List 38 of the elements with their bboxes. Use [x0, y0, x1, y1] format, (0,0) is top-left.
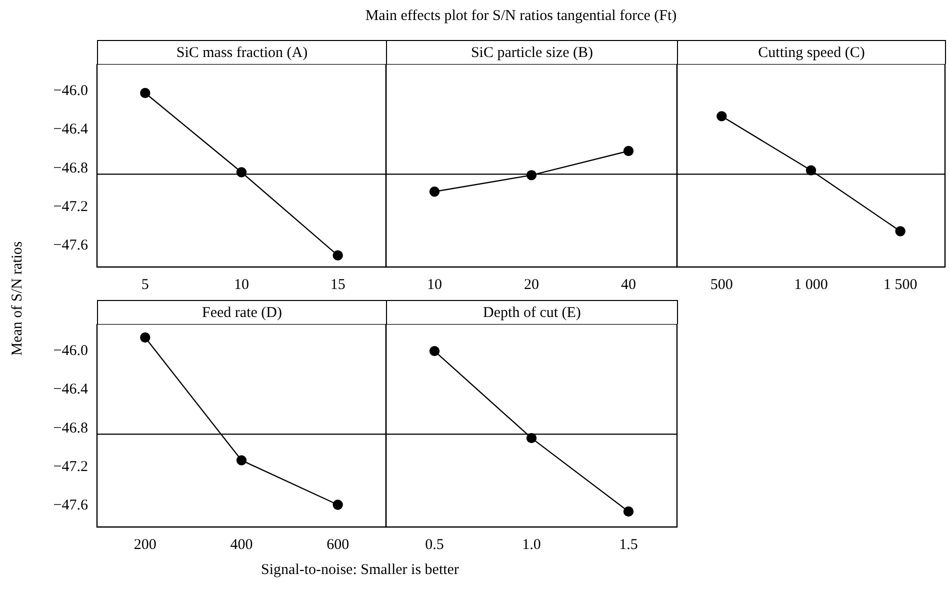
- x-tick-label: 1.5: [619, 536, 638, 553]
- point: [140, 88, 150, 98]
- y-tick-label: −47.2: [53, 459, 88, 476]
- x-tick-label: 500: [710, 276, 733, 293]
- y-tick-label: −46.4: [53, 122, 88, 138]
- x-axis-title: Signal-to-noise: Smaller is better: [260, 562, 460, 579]
- x-tick-label: 0.5: [425, 536, 444, 553]
- x-tick-label: 20: [524, 276, 539, 293]
- chart-title: Cutting speed (C): [677, 40, 946, 64]
- y-tick-label: −47.6: [53, 238, 88, 254]
- point: [332, 250, 343, 260]
- point: [236, 455, 247, 466]
- x-tick-label: 1 000: [794, 276, 828, 293]
- y-tick-label: −47.6: [53, 498, 88, 514]
- chart-title: SiC mass fraction (A): [97, 40, 387, 64]
- x-tick-label: 400: [230, 536, 253, 553]
- x-tick-label: 600: [326, 536, 350, 553]
- x-tick-label: 1 500: [883, 276, 918, 293]
- x-tick-label: 5: [141, 276, 149, 293]
- y-tick-label: −47.2: [53, 199, 88, 216]
- x-tick-label: 1.0: [522, 536, 541, 553]
- text: Main effects plot for S/N ratios tangential force (Ft): [364, 8, 678, 25]
- y-tick-label: −46.8: [53, 160, 88, 176]
- y-tick-label: −46.8: [53, 420, 88, 436]
- x-tick-label: 15: [330, 276, 346, 293]
- y-tick-label: −46.0: [53, 343, 88, 360]
- x-tick-label: 10: [234, 276, 249, 293]
- x-tick-label: 40: [621, 276, 636, 293]
- chart-title: SiC particle size (B): [386, 40, 678, 64]
- point: [140, 332, 150, 343]
- x-tick-label: 200: [134, 536, 156, 553]
- chart-title: Depth of cut (E): [386, 300, 678, 324]
- point: [332, 500, 343, 510]
- x-tick-label: 10: [427, 276, 442, 293]
- chart-title: Feed rate (D): [97, 300, 387, 324]
- y-tick-label: −46.0: [53, 83, 88, 100]
- y-axis-title: Mean of S/N ratios: [10, 240, 26, 358]
- y-tick-label: −46.4: [53, 382, 88, 398]
